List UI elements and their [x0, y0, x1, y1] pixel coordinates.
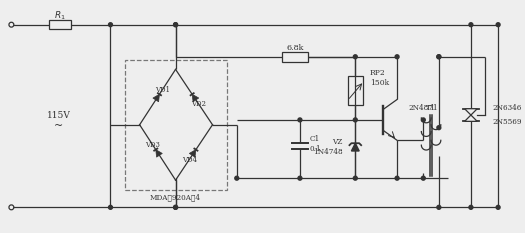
Circle shape — [437, 55, 441, 59]
Text: 2N5569: 2N5569 — [492, 118, 522, 126]
Text: 1N4748: 1N4748 — [313, 148, 343, 156]
Circle shape — [422, 118, 425, 122]
Circle shape — [469, 23, 473, 27]
Text: ~: ~ — [55, 121, 64, 131]
Circle shape — [109, 206, 112, 209]
Circle shape — [353, 118, 357, 122]
Text: 6.8k: 6.8k — [286, 44, 304, 52]
Text: VD1: VD1 — [155, 86, 170, 94]
Circle shape — [437, 206, 441, 209]
Text: 115V: 115V — [47, 110, 71, 120]
Text: VZ: VZ — [332, 138, 343, 146]
Circle shape — [174, 23, 177, 27]
Text: VD4: VD4 — [182, 156, 197, 164]
Circle shape — [353, 176, 357, 180]
Circle shape — [174, 206, 177, 209]
Circle shape — [395, 55, 399, 59]
Circle shape — [235, 176, 239, 180]
Text: $R_{1}$: $R_{1}$ — [54, 10, 66, 22]
Text: 2N6346: 2N6346 — [492, 104, 522, 112]
Polygon shape — [465, 115, 477, 121]
FancyBboxPatch shape — [348, 76, 363, 105]
Circle shape — [496, 206, 500, 209]
Circle shape — [109, 23, 112, 27]
Text: VD2: VD2 — [192, 100, 206, 108]
Text: 150k: 150k — [370, 79, 389, 87]
Polygon shape — [465, 109, 477, 115]
Text: RP2: RP2 — [370, 69, 386, 77]
Text: VD3: VD3 — [145, 141, 160, 149]
FancyBboxPatch shape — [282, 52, 308, 62]
Circle shape — [298, 176, 302, 180]
Polygon shape — [351, 143, 359, 151]
Text: 0.1: 0.1 — [310, 145, 321, 153]
Circle shape — [422, 176, 425, 180]
Polygon shape — [153, 94, 160, 102]
Circle shape — [437, 55, 441, 59]
Polygon shape — [156, 150, 162, 157]
Text: C1: C1 — [310, 135, 320, 143]
Circle shape — [437, 126, 441, 130]
FancyBboxPatch shape — [49, 20, 71, 29]
Polygon shape — [190, 150, 196, 157]
Circle shape — [469, 206, 473, 209]
Circle shape — [395, 176, 399, 180]
Circle shape — [298, 118, 302, 122]
Text: MDA－920A－4: MDA－920A－4 — [150, 194, 201, 202]
Text: T1: T1 — [426, 104, 436, 112]
Circle shape — [174, 23, 177, 27]
Circle shape — [496, 23, 500, 27]
Polygon shape — [192, 94, 199, 102]
Text: 2N4871: 2N4871 — [409, 104, 438, 112]
Circle shape — [174, 206, 177, 209]
Circle shape — [353, 55, 357, 59]
